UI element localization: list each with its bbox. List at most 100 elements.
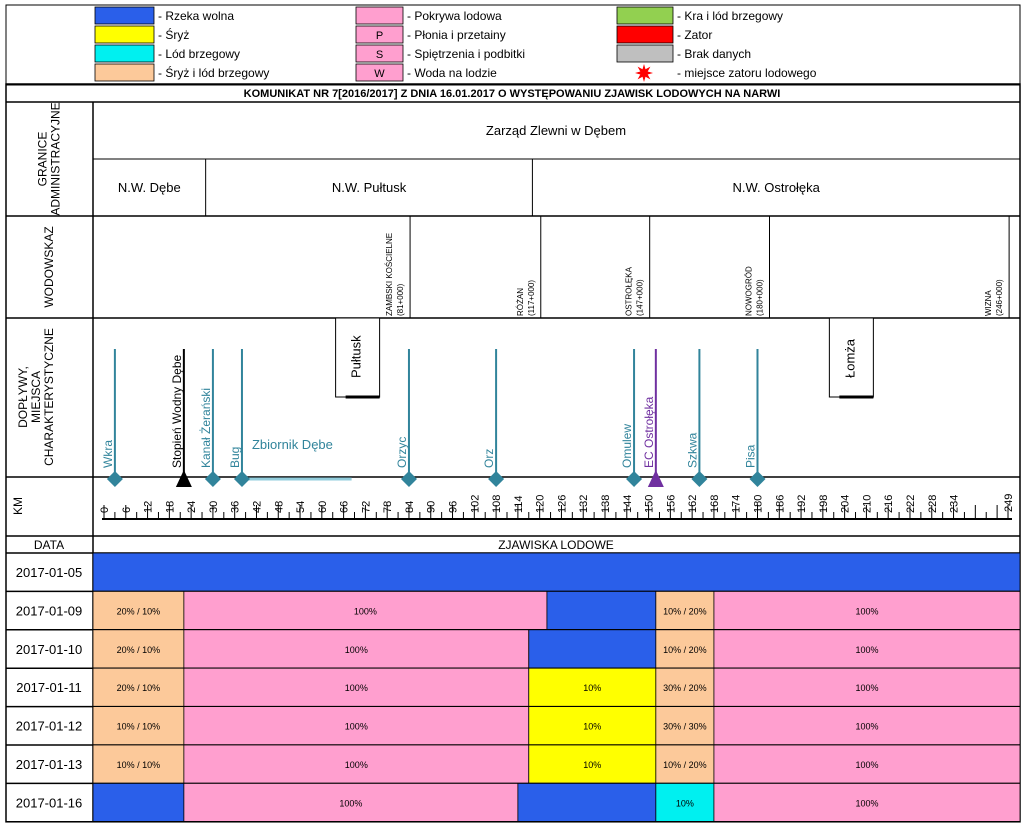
legend-label: - miejsce zatoru lodowego [677, 66, 817, 80]
km-tick-value: 120 [535, 495, 547, 513]
km-tick-label: 12 [143, 501, 155, 513]
row-header: GRANICE ADMINISTRACYJNE [36, 102, 63, 215]
km-tick-label: 54 [295, 501, 307, 513]
ice-segment [92, 706, 185, 746]
km-tick-value: 180 [752, 495, 764, 513]
tributary-label: Stopień Wodny Dębe [170, 354, 184, 468]
ice-segment-label: 100% [855, 722, 878, 732]
ice-segment [183, 744, 530, 784]
km-tick-label: 192 [796, 495, 808, 513]
row-header-line: DOPŁYWY, [16, 366, 30, 428]
km-tick-value: 168 [709, 495, 721, 513]
gauge-name: ZAMBSKI KOŚCIELNE [385, 233, 394, 316]
ice-segment [92, 552, 1021, 592]
km-tick-label: 90 [426, 501, 438, 513]
town-label: Pułtusk [349, 335, 364, 378]
km-tick-label: 132 [578, 495, 590, 513]
ice-segment-label: 10% / 20% [663, 606, 707, 616]
ice-segment [713, 629, 1021, 669]
km-tick-value: 24 [186, 501, 198, 513]
tributary-label: Kanał Żerański [199, 388, 213, 468]
row-header: KM [11, 497, 25, 515]
gauge-chainage: (180+000) [755, 279, 764, 316]
gauge-label: ZAMBSKI KOŚCIELNE (81+000) [385, 233, 405, 316]
ice-segment-label: 100% [855, 606, 878, 616]
ice-segment-label: 100% [345, 760, 368, 770]
km-tick-value: 204 [840, 495, 852, 513]
legend-swatch-letter: P [376, 30, 383, 42]
km-tick-label: 228 [927, 495, 939, 513]
legend-label: - Rzeka wolna [158, 9, 234, 23]
legend-swatch [616, 44, 674, 63]
admin-boundaries: Zarząd Zlewni w Dębem N.W. Dębe N.W. Pułtu… [118, 123, 821, 216]
ice-segment-label: 100% [345, 645, 368, 655]
km-tick-label: 180 [752, 495, 764, 513]
ice-segment [92, 591, 185, 631]
legend-label: - Płonia i przetainy [407, 28, 506, 42]
km-tick-value: 126 [556, 495, 568, 513]
tributary-label: Omulew [620, 424, 634, 468]
legend-label: - Woda na lodzie [407, 66, 497, 80]
km-tick-label: 0 [99, 507, 111, 513]
km-tick-value: 66 [339, 501, 351, 513]
gauge-chainage: (246+000) [995, 279, 1004, 316]
km-tick-value: 48 [273, 501, 285, 513]
row-header-line: KM [11, 497, 25, 515]
km-tick-label: 66 [339, 501, 351, 513]
ice-segment-label: 20% / 10% [117, 683, 161, 693]
gauge-row: ZAMBSKI KOŚCIELNE (81+000) RÓŻAN (117+000) O… [385, 216, 1010, 318]
ice-segment [713, 744, 1021, 784]
legend-label: - Śryż i lód brzegowy [158, 65, 269, 80]
legend-label: - Pokrywa lodowa [407, 9, 502, 23]
legend-swatch-letter: S [376, 49, 383, 61]
legend-swatch [616, 25, 674, 44]
catchment-board-name: Zarząd Zlewni w Dębem [486, 123, 626, 138]
confluence-marker [626, 471, 643, 487]
tributary-name: Omulew [620, 424, 634, 468]
tributary-label: Wkra [101, 440, 115, 468]
gauge-name: WIZNA [984, 290, 993, 316]
ice-segment [655, 744, 715, 784]
km-tick-value: 174 [731, 495, 743, 513]
ice-segment-label: 10% [583, 722, 601, 732]
legend-swatch [94, 63, 155, 82]
ice-segment-label: 10% / 10% [117, 760, 161, 770]
ice-segment [528, 706, 657, 746]
ice-segment-label: 100% [855, 798, 878, 808]
ice-segment-label: 20% / 10% [117, 606, 161, 616]
ice-segment-label: 10% [583, 760, 601, 770]
row-headers: GRANICE ADMINISTRACYJNE WODOWSKAZ DOPŁYWY, M… [11, 102, 614, 552]
legend-label: - Śryż [158, 27, 189, 42]
gauge-label: RÓŻAN (117+000) [516, 280, 536, 316]
ice-segment [528, 744, 657, 784]
ice-segment [713, 591, 1021, 631]
km-tick-value: 84 [404, 501, 416, 513]
km-tick-label: 48 [273, 501, 285, 513]
ice-segment-label: 20% / 10% [117, 645, 161, 655]
tributary-label: Pisa [743, 444, 757, 468]
ice-segment-label: 10% / 10% [117, 722, 161, 732]
confluence-marker [204, 471, 221, 487]
km-tick-value: 6 [121, 507, 133, 513]
km-tick-value: 18 [164, 501, 176, 513]
legend-swatch-letter: W [374, 68, 385, 80]
tributary-name: Orz [482, 449, 496, 468]
ice-segment [92, 744, 185, 784]
confluence-marker [488, 471, 505, 487]
km-tick-label: 156 [665, 495, 677, 513]
ice-segment-label: 100% [345, 683, 368, 693]
km-tick-label: 6 [121, 507, 133, 513]
ice-segment [655, 591, 715, 631]
km-tick-label: 234 [949, 495, 961, 513]
km-tick-label: 72 [360, 501, 372, 513]
tributary-name: Pisa [743, 444, 757, 468]
km-tick-value: 222 [905, 495, 917, 513]
km-tick-label: 162 [687, 495, 699, 513]
km-tick-label: 30 [208, 501, 220, 513]
km-tick-label: 150 [644, 495, 656, 513]
legend-swatch [355, 44, 404, 63]
town-name: Łomża [842, 338, 857, 378]
ice-segment-label: 10% / 20% [663, 645, 707, 655]
legend-swatch [94, 25, 155, 44]
ice-phenomena-rows: 2017-01-05 2017-01-09 20% / 10% 100% 10% / 2… [6, 552, 1021, 823]
